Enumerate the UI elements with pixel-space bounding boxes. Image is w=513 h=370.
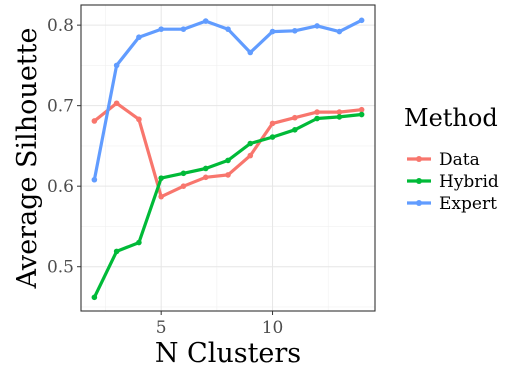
y-tick-label: 0.8 — [47, 16, 74, 36]
data-point-hybrid — [113, 248, 120, 255]
x-tick-label: 10 — [262, 318, 284, 338]
legend-key-point-hybrid — [416, 178, 422, 184]
data-point-data — [136, 116, 142, 123]
data-point-data — [292, 114, 298, 121]
data-point-hybrid — [158, 175, 164, 181]
data-point-hybrid — [358, 111, 365, 118]
data-point-expert — [336, 28, 343, 35]
x-axis-title: N Clusters — [155, 338, 301, 369]
legend-label-data: Data — [439, 150, 480, 170]
data-point-hybrid — [136, 239, 142, 246]
data-point-data — [314, 109, 320, 115]
data-point-hybrid — [202, 165, 209, 172]
axes: 5 10 0.5 0.6 0.7 0.8 N Clusters Average Silhoue… — [12, 16, 301, 369]
data-point-data — [225, 172, 231, 178]
data-point-expert — [292, 27, 298, 34]
data-point-expert — [358, 17, 365, 24]
data-point-expert — [202, 18, 209, 24]
legend-title: Method — [404, 104, 498, 132]
data-point-expert — [180, 26, 187, 32]
data-point-hybrid — [225, 157, 231, 164]
data-point-hybrid — [292, 127, 298, 133]
y-tick-label: 0.5 — [47, 258, 74, 278]
plot-area — [80, 4, 376, 312]
data-point-data — [202, 174, 209, 181]
legend-label-hybrid: Hybrid — [439, 172, 499, 192]
data-point-data — [247, 152, 254, 159]
legend-key-point-data — [416, 156, 422, 162]
x-tick-label: 5 — [156, 318, 167, 338]
data-point-hybrid — [180, 170, 187, 177]
data-point-data — [358, 106, 365, 113]
data-point-data — [158, 193, 164, 200]
data-point-expert — [158, 26, 164, 32]
y-tick-label: 0.6 — [47, 177, 74, 197]
data-point-hybrid — [314, 115, 320, 122]
data-point-data — [336, 109, 343, 115]
data-point-expert — [225, 26, 231, 32]
legend-label-expert: Expert — [439, 194, 497, 214]
data-point-data — [269, 120, 276, 127]
data-point-expert — [91, 176, 98, 183]
data-point-expert — [113, 62, 120, 69]
data-point-expert — [247, 49, 254, 56]
y-tick-label: 0.7 — [47, 97, 74, 117]
y-axis-title: Average Silhouette — [12, 28, 43, 290]
data-point-data — [91, 118, 98, 124]
panel-border — [80, 4, 376, 312]
data-point-data — [113, 100, 120, 107]
data-point-expert — [136, 34, 142, 41]
data-point-expert — [314, 23, 320, 29]
data-point-expert — [269, 28, 276, 35]
data-point-hybrid — [247, 140, 254, 147]
data-point-hybrid — [91, 294, 98, 301]
data-point-hybrid — [336, 114, 343, 120]
legend-key-point-expert — [416, 200, 422, 206]
data-point-hybrid — [269, 134, 276, 140]
data-point-data — [180, 183, 187, 189]
